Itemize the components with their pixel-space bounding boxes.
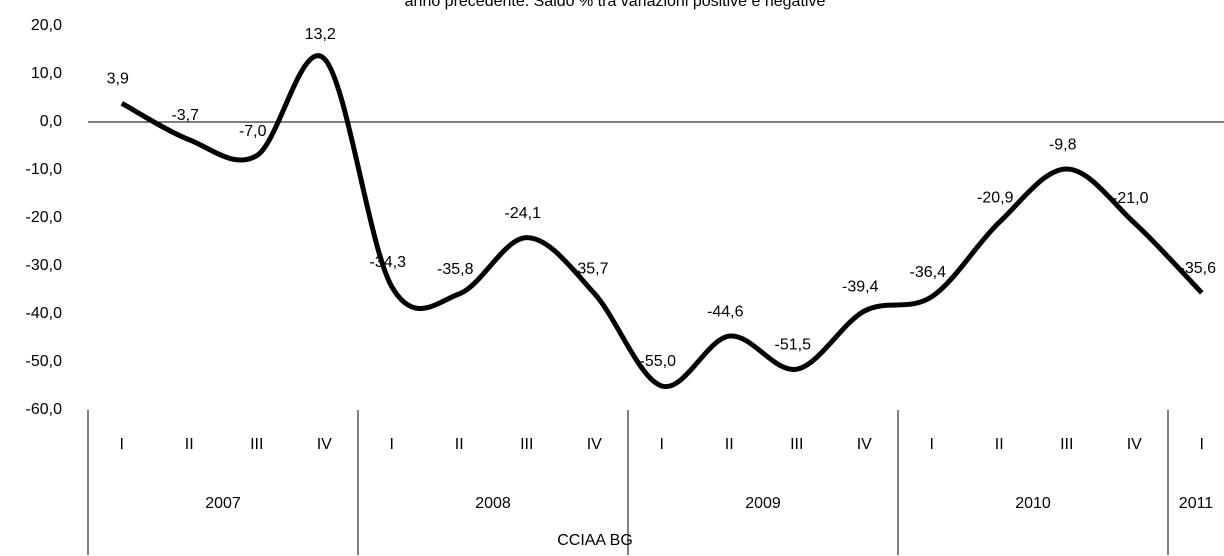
data-label: -36,4 <box>910 264 947 281</box>
x-tick-label: II <box>995 436 1004 453</box>
x-group-label: 2007 <box>205 495 241 512</box>
x-tick-label: III <box>520 436 533 453</box>
x-group-label: 2011 <box>1179 495 1214 512</box>
data-label: 13,2 <box>305 26 336 43</box>
data-label: -9,8 <box>1049 136 1077 153</box>
data-label: -44,6 <box>707 303 744 320</box>
data-label: -35,6 <box>1180 260 1217 277</box>
x-group-label: 2010 <box>1015 495 1051 512</box>
data-label: 3,9 <box>107 70 129 87</box>
data-label: -39,4 <box>842 278 879 295</box>
x-tick-label: IV <box>1127 436 1142 453</box>
y-tick-label: -60,0 <box>26 401 63 418</box>
x-axis-title: CCIAA BG <box>557 532 633 549</box>
x-tick-label: IV <box>857 436 872 453</box>
data-label: -34,3 <box>370 254 407 271</box>
x-tick-label: I <box>390 436 394 453</box>
x-tick-label: IV <box>587 436 602 453</box>
y-tick-label: 0,0 <box>40 113 62 130</box>
data-label: -21,0 <box>1112 190 1149 207</box>
x-group-label: 2009 <box>745 495 781 512</box>
y-tick-label: -50,0 <box>26 353 63 370</box>
x-tick-label: I <box>120 436 124 453</box>
x-tick-label: I <box>1200 436 1204 453</box>
chart-title: anno precedente. Saldo % tra variazioni … <box>405 0 826 10</box>
data-label: -3,7 <box>171 107 199 124</box>
y-tick-label: -40,0 <box>26 305 63 322</box>
x-group-label: 2008 <box>475 495 511 512</box>
y-tick-label: -10,0 <box>26 161 63 178</box>
data-label: -20,9 <box>977 190 1014 207</box>
x-tick-label: II <box>455 436 464 453</box>
x-tick-label: II <box>725 436 734 453</box>
x-tick-label: III <box>1060 436 1073 453</box>
y-tick-label: 10,0 <box>31 65 62 82</box>
data-label: -55,0 <box>640 353 677 370</box>
x-tick-label: I <box>660 436 664 453</box>
line <box>120 53 1204 389</box>
x-tick-label: I <box>930 436 934 453</box>
data-label: -51,5 <box>775 336 812 353</box>
data-label: -35,7 <box>572 261 609 278</box>
data-label: -7,0 <box>239 123 267 140</box>
y-tick-label: 20,0 <box>31 17 62 34</box>
data-label: -24,1 <box>505 205 542 222</box>
x-tick-label: IV <box>317 436 332 453</box>
y-tick-label: -20,0 <box>26 209 63 226</box>
x-tick-label: III <box>250 436 263 453</box>
data-label: -35,8 <box>437 261 474 278</box>
y-tick-label: -30,0 <box>26 257 63 274</box>
x-tick-label: III <box>790 436 803 453</box>
x-tick-label: II <box>185 436 194 453</box>
